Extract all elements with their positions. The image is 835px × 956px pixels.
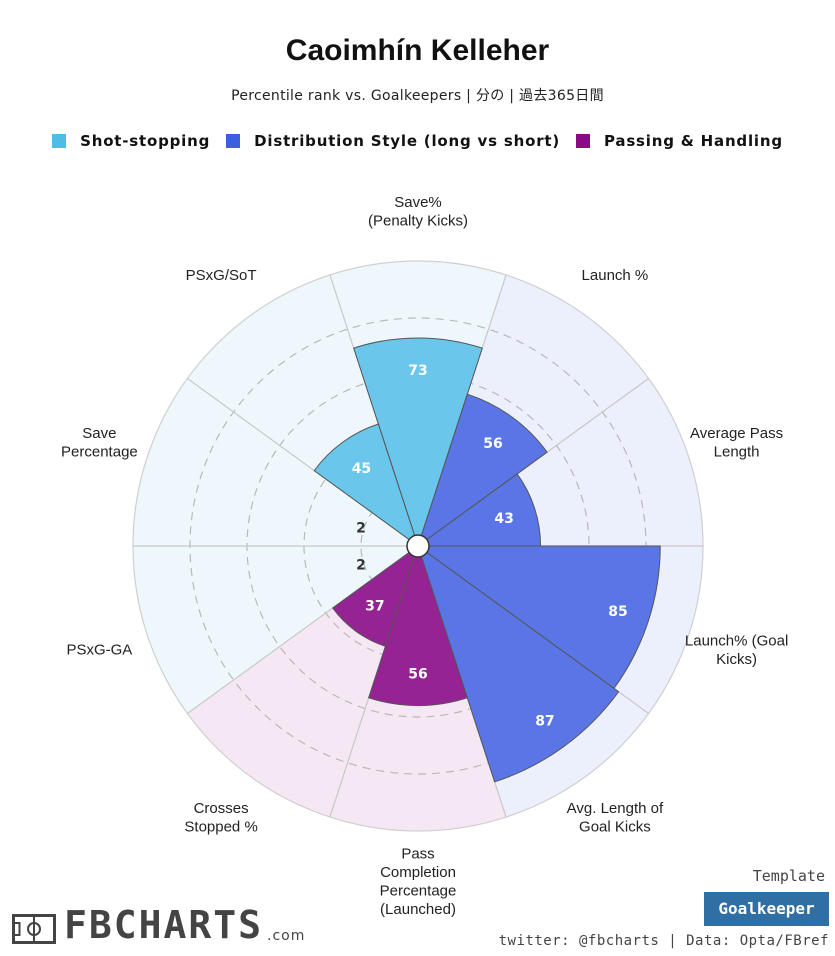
legend-label: Passing & Handling [604, 132, 783, 150]
value-bar [416, 545, 661, 690]
fbcharts-logo: FBCHARTS .com [12, 906, 305, 944]
value-bar [417, 393, 548, 548]
background-sector [133, 378, 418, 546]
template-label: Template [752, 867, 825, 885]
pitch-icon [12, 914, 56, 944]
legend-swatch [226, 134, 241, 148]
value-bar [368, 544, 468, 707]
value-label: 56 [483, 436, 502, 452]
value-label: 87 [535, 714, 554, 730]
value-bar [353, 337, 483, 548]
background-sector [133, 546, 418, 714]
value-label: 73 [408, 363, 427, 379]
value-label: 85 [608, 604, 627, 620]
value-bar [417, 544, 620, 783]
legend-swatch [52, 134, 67, 148]
legend-item-shot-stopping: Shot-stopping [52, 132, 210, 150]
category-label: PSxG/SoT [186, 267, 257, 284]
value-label: 2 [356, 558, 366, 574]
chart-subtitle: Percentile rank vs. Goalkeepers | 分の | 過… [231, 88, 604, 104]
value-label: 43 [494, 511, 513, 527]
category-label: Avg. Length of Goal Kicks [567, 800, 664, 836]
data-credits: twitter: @fbcharts | Data: Opta/FBref [498, 933, 829, 949]
category-label: Save% (Penalty Kicks) [368, 194, 468, 230]
value-bar [313, 423, 419, 548]
legend-label: Shot-stopping [80, 132, 211, 150]
value-bar [331, 544, 419, 647]
value-bar [416, 473, 542, 547]
center-dot [406, 534, 430, 558]
legend-swatch [576, 134, 591, 148]
brand-name: FBCHARTS [64, 903, 264, 947]
category-label: Launch % [582, 267, 649, 284]
brand-suffix: .com [267, 928, 306, 944]
legend-item-passing-handling: Passing & Handling [576, 132, 783, 150]
legend-label: Distribution Style (long vs short) [254, 132, 561, 150]
category-label: Crosses Stopped % [184, 800, 257, 836]
template-badge: Goalkeeper [704, 892, 829, 926]
category-label: Launch% (Goal Kicks) [685, 632, 788, 668]
value-label: 37 [365, 598, 384, 614]
value-label: 45 [352, 461, 371, 477]
chart-title: Caoimhín Kelleher [285, 34, 550, 67]
category-label: Save Percentage [61, 425, 138, 461]
category-label: PSxG-GA [66, 642, 132, 659]
category-label: Pass Completion Percentage (Launched) [380, 845, 457, 918]
value-label: 2 [356, 520, 366, 536]
legend-item-distribution-style: Distribution Style (long vs short) [226, 132, 560, 150]
value-label: 56 [408, 667, 427, 683]
legend: Shot-stopping Distribution Style (long v… [0, 132, 835, 150]
category-label: Average Pass Length [690, 425, 783, 461]
